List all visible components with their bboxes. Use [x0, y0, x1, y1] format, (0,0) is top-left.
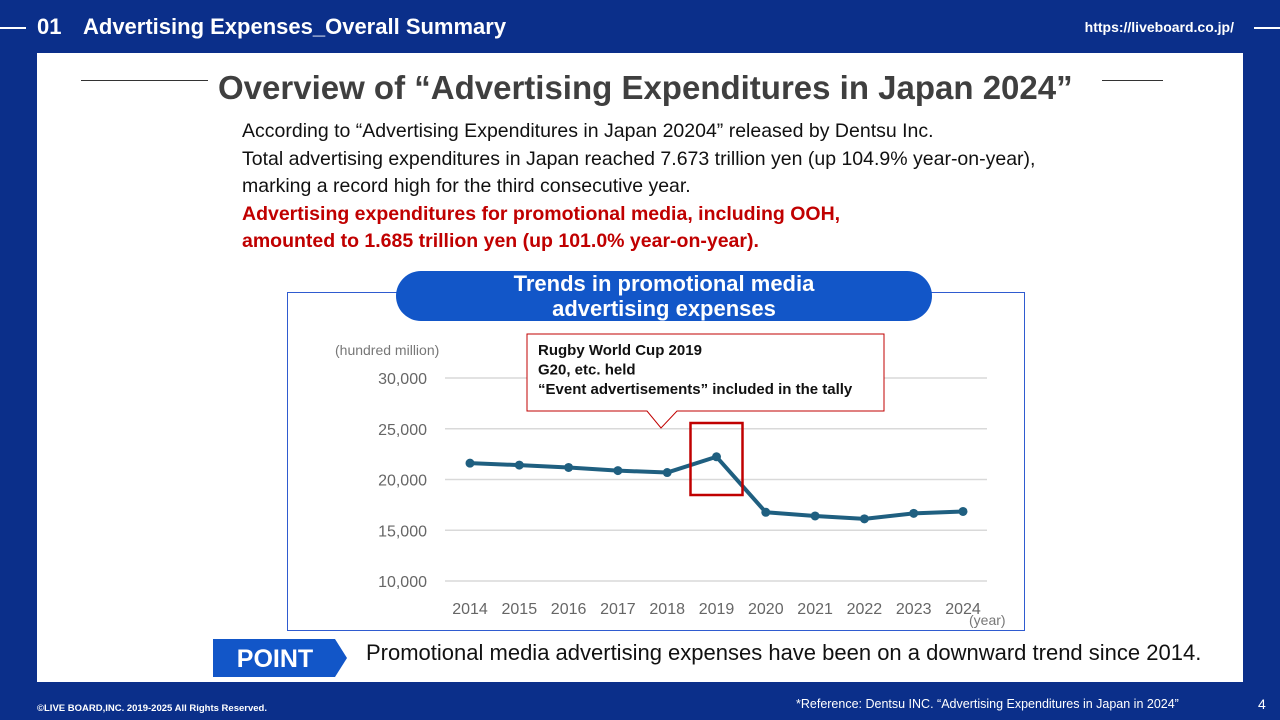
- line-chart: 10,000 15,000 20,000 25,000 30,000 (hundred m…: [335, 333, 1006, 628]
- x-tick-label: 2022: [847, 601, 883, 618]
- annotation-line: Rugby World Cup 2019: [538, 342, 702, 359]
- footer-copyright: ©LIVE BOARD,INC. 2019-2025 All Rights Re…: [37, 703, 267, 714]
- chart-title-line: advertising expenses: [552, 296, 776, 321]
- data-point: [810, 511, 820, 521]
- highlight-box: [689, 421, 744, 497]
- data-point: [909, 508, 919, 518]
- section-title: Advertising Expenses_Overall Summary: [83, 14, 507, 39]
- y-tick-label: 15,000: [378, 523, 427, 540]
- content-panel: Overview of “Advertising Expenditures in…: [37, 53, 1243, 682]
- point-badge: POINT: [213, 639, 347, 677]
- section-number: 01: [37, 14, 62, 39]
- x-axis-label: (year): [969, 612, 1006, 628]
- data-point: [958, 506, 968, 516]
- title-rule-right: [1102, 80, 1163, 81]
- intro-line: According to “Advertising Expenditures i…: [242, 120, 934, 142]
- x-tick-label: 2016: [551, 601, 587, 618]
- data-point: [564, 462, 574, 472]
- x-tick-label: 2024: [945, 601, 981, 618]
- data-point: [662, 468, 672, 478]
- x-tick-label: 2019: [699, 601, 735, 618]
- header-url[interactable]: https://liveboard.co.jp/: [1084, 19, 1234, 35]
- intro-line: Total advertising expenditures in Japan …: [242, 147, 1036, 170]
- series-line: [469, 454, 964, 521]
- y-axis-label: (hundred million): [335, 342, 439, 358]
- x-tick-label: 2020: [748, 601, 784, 618]
- header-line-right: [1254, 27, 1280, 29]
- x-tick-label: 2015: [502, 601, 538, 618]
- page-number: 4: [1258, 696, 1266, 712]
- data-point: [761, 507, 771, 517]
- highlight-line: Advertising expenditures for promotional…: [242, 202, 841, 225]
- chart-title-line: Trends in promotional media: [513, 271, 815, 296]
- title-rule-left: [81, 80, 208, 81]
- data-point: [465, 458, 475, 468]
- x-tick-label: 2014: [452, 601, 488, 618]
- y-tick-label: 30,000: [378, 371, 427, 388]
- point-badge-shape: [213, 639, 347, 677]
- x-tick-label: 2023: [896, 601, 932, 618]
- highlight-line: amounted to 1.685 trillion yen (up 101.0…: [242, 230, 759, 253]
- annotation-callout: [526, 333, 885, 429]
- chart-title: Trends in promotional media advertising …: [396, 271, 932, 321]
- intro-line: marking a record high for the third cons…: [242, 175, 691, 198]
- footer-reference: *Reference: Dentsu INC. “Advertising Exp…: [796, 697, 1179, 711]
- point-badge-label: POINT: [237, 645, 313, 673]
- data-point: [859, 514, 869, 524]
- page-title: Overview of “Advertising Expenditures in…: [218, 69, 1073, 106]
- x-tick-label: 2018: [649, 601, 685, 618]
- data-point: [613, 466, 623, 476]
- data-point: [712, 452, 721, 462]
- annotation-line: G20, etc. held: [538, 362, 636, 379]
- header-line-left: [0, 27, 26, 29]
- data-point: [514, 460, 524, 470]
- x-tick-label: 2021: [797, 601, 833, 618]
- point-text: Promotional media advertising expenses h…: [366, 640, 1202, 665]
- y-tick-label: 20,000: [378, 473, 427, 490]
- y-tick-label: 25,000: [378, 422, 427, 439]
- annotation-line: “Event advertisements” included in the t…: [538, 381, 853, 398]
- intro-text: According to “Advertising Expenditures i…: [242, 118, 1162, 256]
- x-tick-label: 2017: [600, 601, 636, 618]
- y-tick-label: 10,000: [378, 574, 427, 591]
